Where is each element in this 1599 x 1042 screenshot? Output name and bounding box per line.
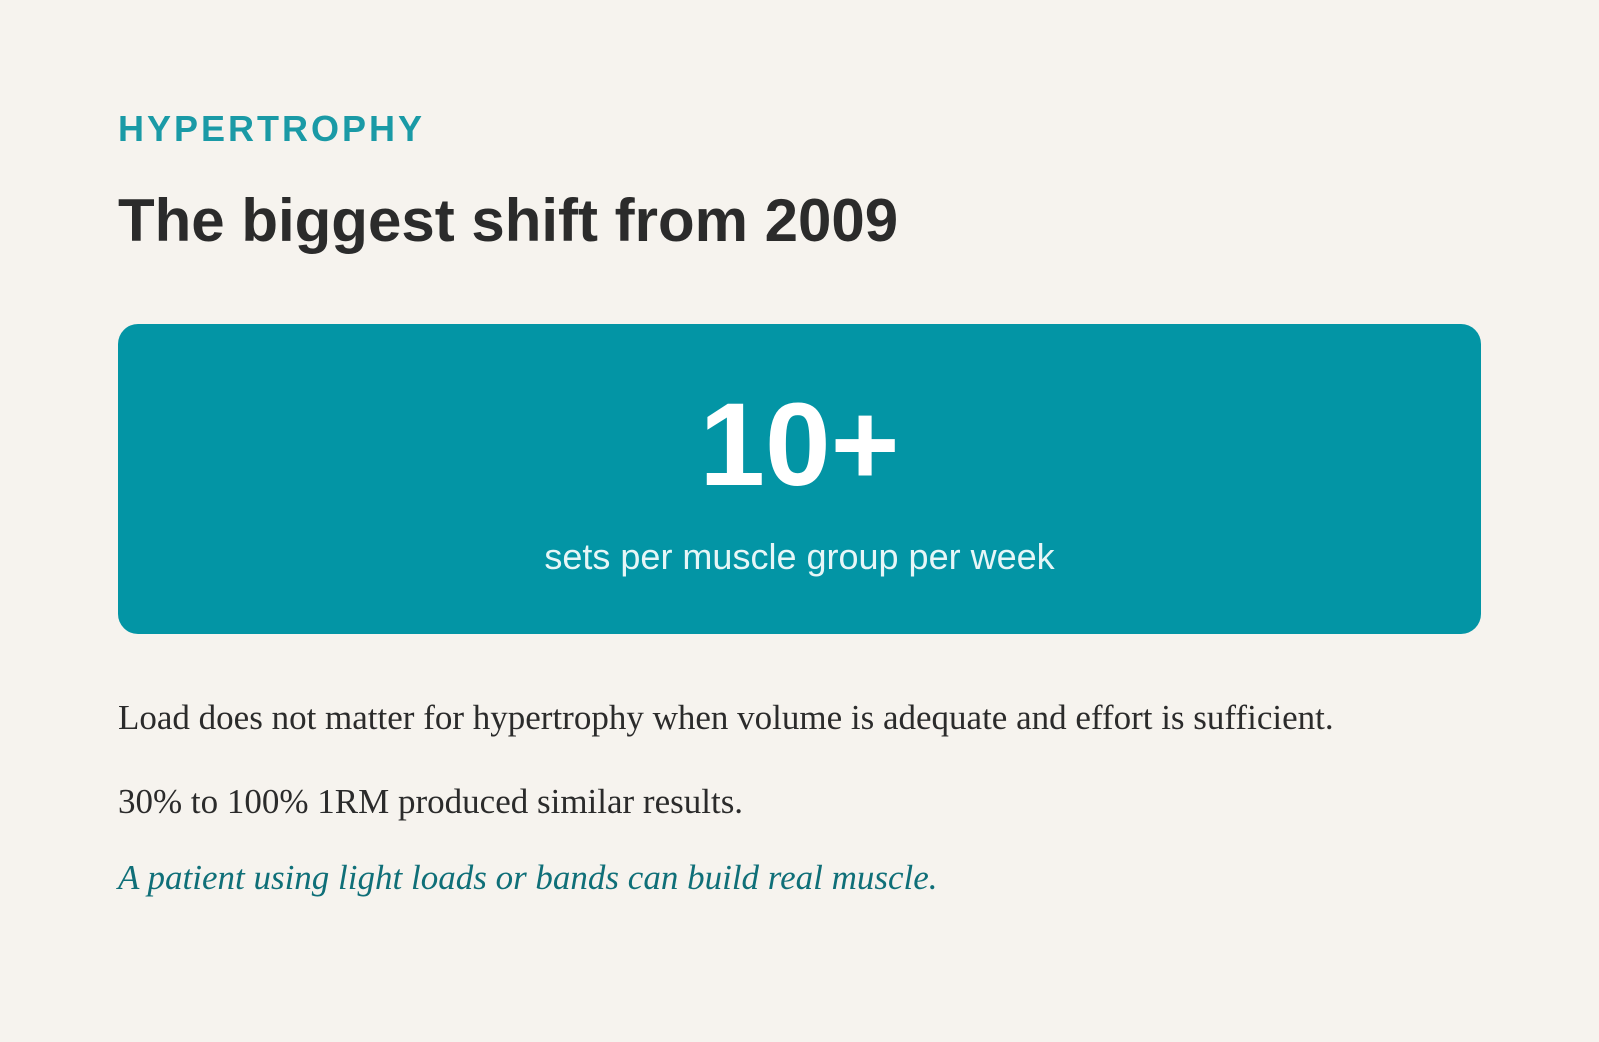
heading: The biggest shift from 2009: [118, 187, 899, 254]
eyebrow: HYPERTROPHY: [118, 108, 426, 149]
stat-caption: sets per muscle group per week: [544, 536, 1055, 577]
stat-value: 10+: [699, 379, 900, 511]
paragraph: 30% to 100% 1RM produced similar results…: [118, 782, 744, 821]
note: A patient using light loads or bands can…: [118, 858, 938, 897]
stat-card: 10+ sets per muscle group per week: [118, 324, 1481, 634]
paragraph: Load does not matter for hypertrophy whe…: [118, 698, 1334, 737]
